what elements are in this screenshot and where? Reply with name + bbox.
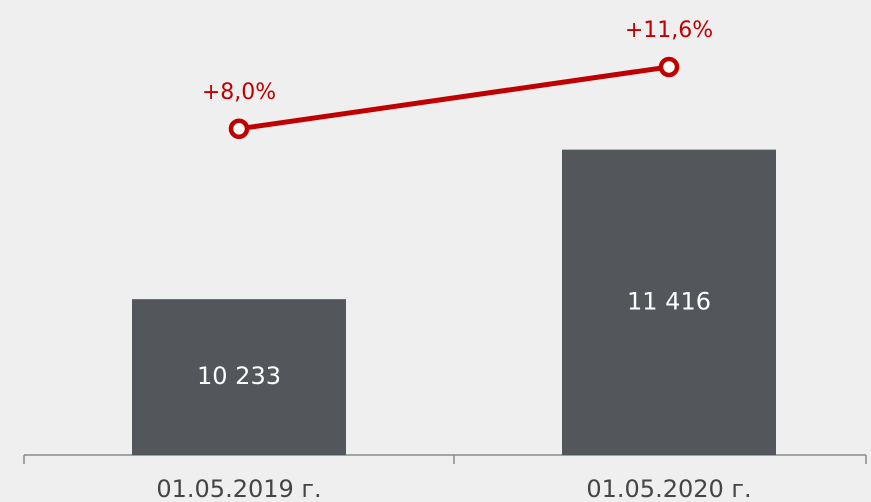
line <box>238 64 670 132</box>
bar-value-label: 11 416 <box>627 287 711 315</box>
line-marker <box>228 118 250 140</box>
bar <box>132 299 346 455</box>
line-value-label: +8,0% <box>202 80 276 105</box>
bar-value-label: 10 233 <box>197 362 281 390</box>
bar <box>562 149 776 455</box>
line-marker <box>658 56 680 78</box>
x-tick-label: 01.05.2019 г. <box>156 475 321 502</box>
line-value-label: +11,6% <box>625 18 713 43</box>
x-tick-label: 01.05.2020 г. <box>586 475 751 502</box>
